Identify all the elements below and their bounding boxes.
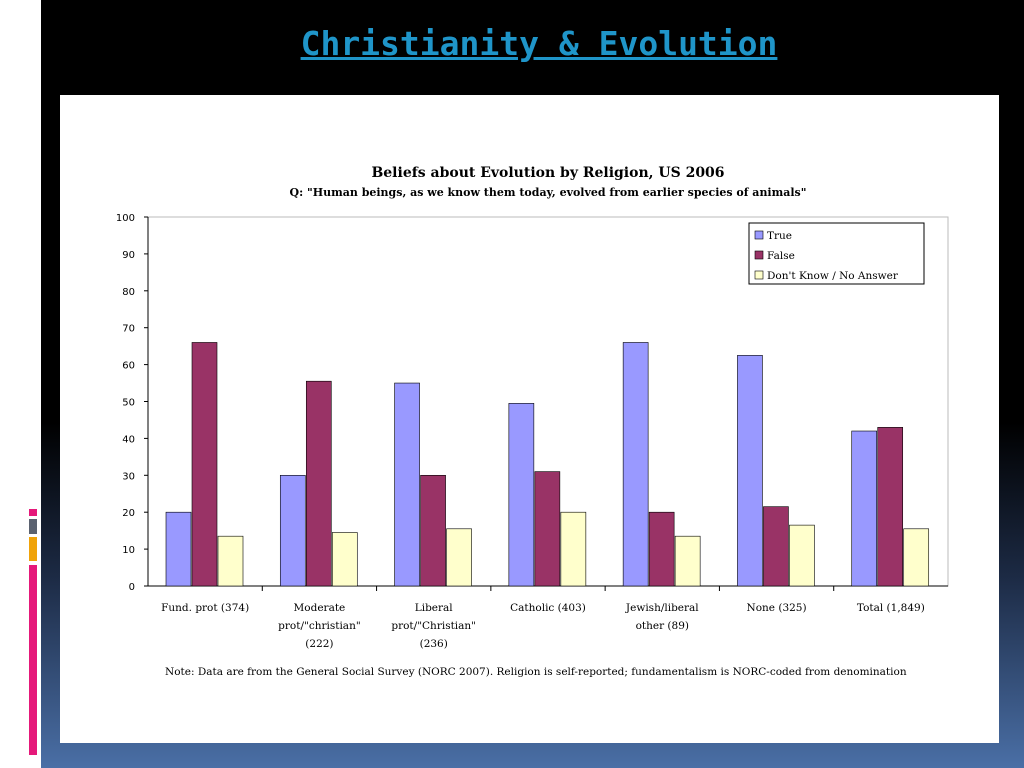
x-tick-label: other (89) — [636, 620, 689, 632]
chart-subtitle: Q: "Human beings, as we know them today,… — [290, 186, 807, 199]
y-tick-label: 10 — [122, 545, 135, 556]
y-tick-label: 70 — [122, 324, 135, 335]
legend-swatch-false — [754, 250, 764, 260]
bar-dont-know — [674, 535, 701, 587]
y-tick-label: 80 — [122, 287, 135, 298]
x-tick-label: (236) — [420, 638, 448, 650]
bar-false — [534, 471, 561, 587]
bar-dont-know — [560, 511, 587, 587]
y-tick-label: 0 — [129, 582, 135, 593]
x-tick-label: Catholic (403) — [510, 602, 586, 614]
bar-true — [737, 355, 763, 587]
x-tick-label: Total (1,849) — [857, 602, 925, 614]
x-tick-label: prot/"Christian" — [391, 620, 476, 632]
slide-title: Christianity & Evolution — [300, 24, 778, 63]
bar-true — [622, 342, 649, 587]
bar-false — [763, 506, 789, 587]
x-tick-label: prot/"christian" — [278, 620, 361, 632]
bar-false — [305, 380, 332, 587]
legend-swatch-dont-know — [754, 270, 764, 280]
y-tick-label: 100 — [116, 213, 135, 224]
y-tick-label: 40 — [122, 434, 135, 445]
bar-false — [648, 511, 675, 587]
legend-label-true: True — [767, 230, 792, 242]
legend-label-false: False — [767, 250, 795, 262]
bar-false — [877, 427, 904, 587]
bar-dont-know — [903, 528, 930, 587]
bar-true — [279, 474, 306, 587]
bar-false — [420, 474, 446, 587]
x-tick-label: Fund. prot (374) — [161, 602, 249, 614]
y-tick-label: 50 — [122, 398, 135, 409]
legend-box — [748, 222, 925, 285]
x-tick-label: Liberal — [415, 602, 454, 614]
bar-true — [165, 511, 192, 587]
x-tick-label: None (325) — [747, 602, 807, 614]
legend-label-dont-know: Don't Know / No Answer — [767, 270, 899, 282]
y-tick-label: 20 — [122, 508, 135, 519]
x-tick-label: Moderate — [294, 602, 346, 614]
bar-false — [191, 342, 218, 587]
x-tick-label: Jewish/liberal — [625, 602, 699, 614]
bar-dont-know — [217, 535, 244, 587]
chart-note: Note: Data are from the General Social S… — [165, 666, 907, 678]
bar-dont-know — [446, 528, 472, 587]
bar-true — [508, 403, 535, 587]
bar-dont-know — [331, 532, 358, 587]
bar-true — [394, 382, 420, 587]
bar-chart: Beliefs about Evolution by Religion, US … — [116, 165, 949, 678]
legend-swatch-true — [754, 230, 764, 240]
bar-true — [851, 430, 878, 587]
y-tick-label: 30 — [122, 471, 135, 482]
chart-title: Beliefs about Evolution by Religion, US … — [371, 165, 724, 181]
chart-panel: Beliefs about Evolution by Religion, US … — [60, 95, 999, 743]
x-tick-label: (222) — [305, 638, 333, 650]
bar-dont-know — [789, 524, 815, 587]
y-tick-label: 60 — [122, 361, 135, 372]
y-tick-label: 90 — [122, 250, 135, 261]
